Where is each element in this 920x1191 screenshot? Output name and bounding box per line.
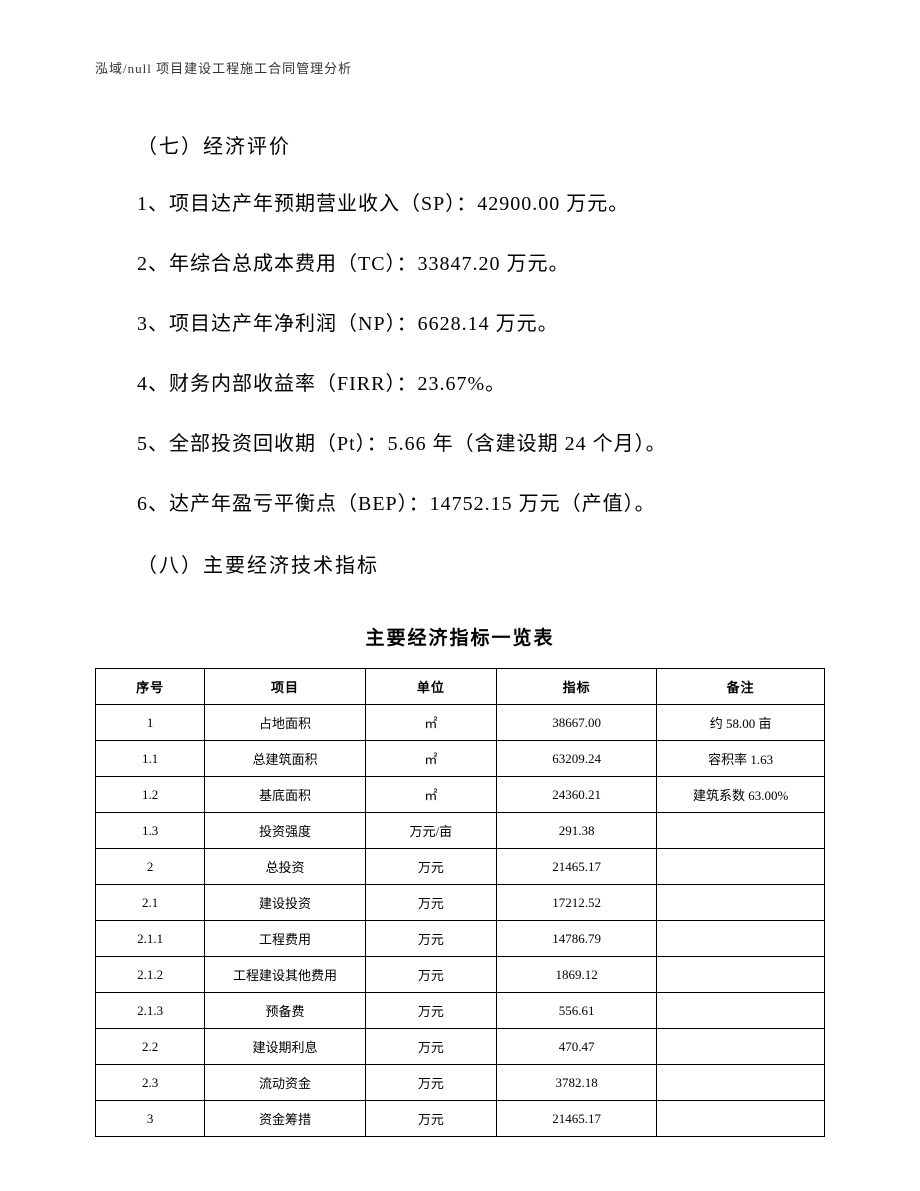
table-cell: 14786.79 [496,921,656,957]
table-cell: 万元 [365,1065,496,1101]
table-cell: 2.1.3 [96,993,205,1029]
table-cell: 38667.00 [496,705,656,741]
table-cell: 容积率 1.63 [657,741,825,777]
body-line-2: 2、年综合总成本费用（TC）：33847.20 万元。 [137,249,825,279]
table-cell: ㎡ [365,777,496,813]
table-cell: 工程建设其他费用 [205,957,365,993]
table-cell: 2.1.1 [96,921,205,957]
table-cell: 17212.52 [496,885,656,921]
table-cell: 基底面积 [205,777,365,813]
table-cell: 占地面积 [205,705,365,741]
page-header: 泓域/null 项目建设工程施工合同管理分析 [95,58,352,77]
table-cell: 万元 [365,1101,496,1137]
table-cell: 2.2 [96,1029,205,1065]
table-cell: 1.3 [96,813,205,849]
table-cell: 万元 [365,885,496,921]
table-cell: 2 [96,849,205,885]
table-cell [657,885,825,921]
table-cell: 资金筹措 [205,1101,365,1137]
table-cell [657,813,825,849]
table-cell: 万元/亩 [365,813,496,849]
table-row: 2.1建设投资万元17212.52 [96,885,825,921]
table-cell: 3782.18 [496,1065,656,1101]
table-row: 1.2基底面积㎡24360.21建筑系数 63.00% [96,777,825,813]
table-header-indicator: 指标 [496,669,656,705]
table-cell: 工程费用 [205,921,365,957]
table-row: 1.3投资强度万元/亩291.38 [96,813,825,849]
table-row: 1.1总建筑面积㎡63209.24容积率 1.63 [96,741,825,777]
table-header-remark: 备注 [657,669,825,705]
table-cell: 291.38 [496,813,656,849]
table-header-unit: 单位 [365,669,496,705]
table-cell: 21465.17 [496,1101,656,1137]
table-cell: 万元 [365,993,496,1029]
table-header-seq: 序号 [96,669,205,705]
table-cell [657,849,825,885]
table-cell [657,993,825,1029]
table-cell: 556.61 [496,993,656,1029]
table-cell: ㎡ [365,705,496,741]
table-cell: 投资强度 [205,813,365,849]
table-cell: 万元 [365,957,496,993]
table-cell: 万元 [365,849,496,885]
table-row: 2.1.3预备费万元556.61 [96,993,825,1029]
table-body: 1占地面积㎡38667.00约 58.00 亩1.1总建筑面积㎡63209.24… [96,705,825,1137]
table-cell: 2.3 [96,1065,205,1101]
table-cell: 2.1.2 [96,957,205,993]
table-header-row: 序号 项目 单位 指标 备注 [96,669,825,705]
table-cell: 建筑系数 63.00% [657,777,825,813]
table-row: 3资金筹措万元21465.17 [96,1101,825,1137]
table-cell: 1869.12 [496,957,656,993]
body-line-6: 6、达产年盈亏平衡点（BEP）：14752.15 万元（产值）。 [137,489,825,519]
table-row: 2.1.1工程费用万元14786.79 [96,921,825,957]
table-cell: 2.1 [96,885,205,921]
table-cell: 470.47 [496,1029,656,1065]
table-cell: 1 [96,705,205,741]
table-row: 2.2建设期利息万元470.47 [96,1029,825,1065]
table-cell [657,1065,825,1101]
table-cell: 24360.21 [496,777,656,813]
section-heading-8: （八）主要经济技术指标 [137,549,825,578]
economic-indicators-table: 序号 项目 单位 指标 备注 1占地面积㎡38667.00约 58.00 亩1.… [95,668,825,1137]
table-row: 2.3流动资金万元3782.18 [96,1065,825,1101]
table-cell [657,921,825,957]
section-heading-7: （七）经济评价 [137,130,825,159]
table-cell: 总投资 [205,849,365,885]
table-cell: 21465.17 [496,849,656,885]
table-cell [657,1029,825,1065]
table-cell: 建设期利息 [205,1029,365,1065]
table-cell: 1.2 [96,777,205,813]
table-cell: ㎡ [365,741,496,777]
table-cell: 3 [96,1101,205,1137]
table-cell: 总建筑面积 [205,741,365,777]
table-cell: 1.1 [96,741,205,777]
table-header-item: 项目 [205,669,365,705]
body-line-5: 5、全部投资回收期（Pt）：5.66 年（含建设期 24 个月）。 [137,429,825,459]
table-cell: 63209.24 [496,741,656,777]
table-cell: 万元 [365,921,496,957]
table-row: 1占地面积㎡38667.00约 58.00 亩 [96,705,825,741]
table-cell [657,957,825,993]
table-cell: 万元 [365,1029,496,1065]
body-line-3: 3、项目达产年净利润（NP）：6628.14 万元。 [137,309,825,339]
table-cell [657,1101,825,1137]
table-title: 主要经济指标一览表 [95,623,825,650]
table-cell: 流动资金 [205,1065,365,1101]
table-cell: 预备费 [205,993,365,1029]
table-cell: 建设投资 [205,885,365,921]
table-row: 2总投资万元21465.17 [96,849,825,885]
page-content: （七）经济评价 1、项目达产年预期营业收入（SP）：42900.00 万元。 2… [95,130,825,1137]
table-row: 2.1.2工程建设其他费用万元1869.12 [96,957,825,993]
body-line-1: 1、项目达产年预期营业收入（SP）：42900.00 万元。 [137,189,825,219]
table-cell: 约 58.00 亩 [657,705,825,741]
body-line-4: 4、财务内部收益率（FIRR）：23.67%。 [137,369,825,399]
